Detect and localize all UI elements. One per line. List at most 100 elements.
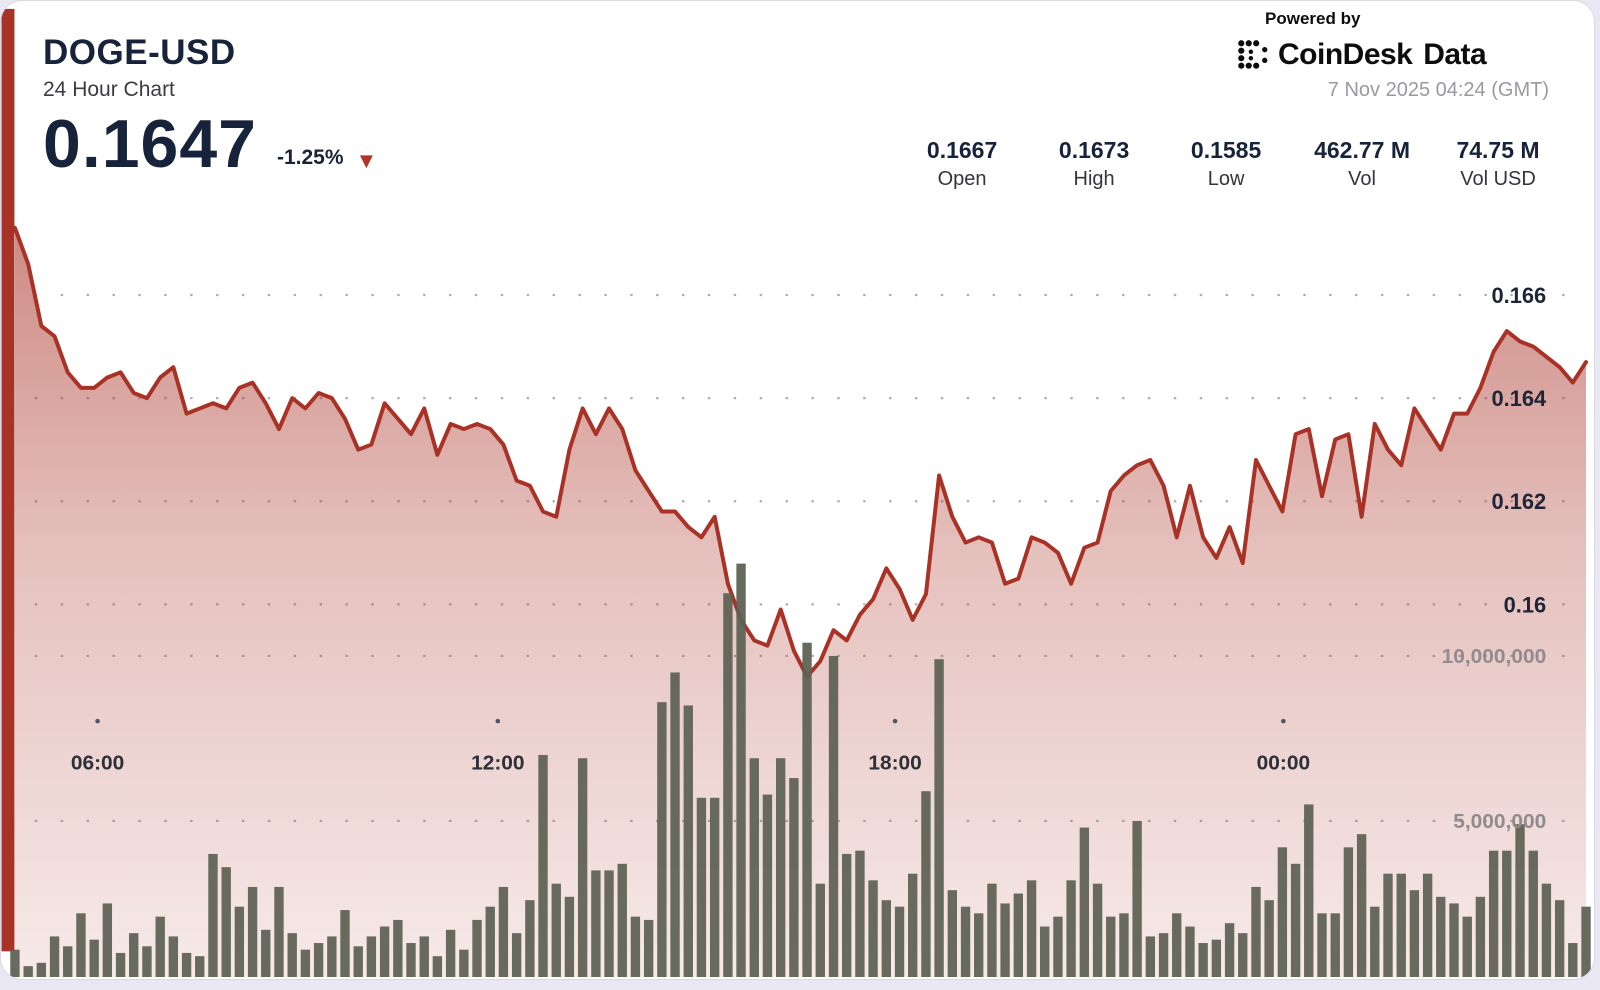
price-area-fill (14, 227, 1587, 978)
volume-bar (287, 933, 297, 978)
volume-bar (1092, 883, 1103, 978)
volume-bar (960, 906, 971, 978)
price-row: 0.1647 -1.25% ▼ (43, 110, 377, 178)
volume-bar (802, 642, 812, 978)
stat-volume-usd-label: Vol USD (1460, 168, 1536, 190)
volume-bar (723, 593, 733, 978)
volume-bar (63, 946, 73, 978)
volume-bar (1475, 896, 1486, 978)
volume-axis-label: 5,000,000 (1453, 810, 1546, 833)
stat-volume-value: 462.77 M (1314, 137, 1410, 163)
volume-bar (1436, 896, 1446, 978)
stat-open: 0.1667 Open (918, 137, 1006, 191)
volume-bar (221, 867, 231, 978)
symbol-title: DOGE-USD (43, 33, 236, 72)
volume-bar (181, 952, 192, 978)
volume-bar (789, 778, 799, 978)
time-axis-label: 06:00 (71, 752, 124, 775)
volume-bar (353, 946, 363, 978)
volume-bar (129, 933, 139, 978)
volume-bar (1528, 850, 1538, 978)
volume-bar (1079, 827, 1090, 978)
volume-bar (1409, 890, 1420, 978)
volume-bar (1356, 834, 1367, 978)
volume-bar (485, 906, 495, 978)
volume-bar (1000, 903, 1010, 978)
volume-bar (49, 936, 60, 978)
volume-bar (696, 797, 707, 978)
volume-bar (1449, 903, 1459, 978)
time-tick-dot (95, 718, 100, 724)
volume-bar (498, 886, 509, 978)
price-axis-label: 0.162 (1491, 489, 1546, 514)
volume-bar (1317, 913, 1327, 978)
volume-bar (366, 936, 377, 978)
volume-bar (855, 850, 865, 978)
volume-bar (89, 939, 99, 978)
stat-high-value: 0.1673 (1058, 137, 1130, 163)
volume-bar (247, 886, 258, 978)
volume-bar (1290, 863, 1301, 978)
volume-bar (1515, 824, 1525, 978)
volume-bar (115, 952, 126, 978)
volume-bar (908, 873, 918, 978)
volume-bar (327, 936, 337, 978)
volume-bar (815, 883, 825, 978)
volume-bar (195, 956, 205, 978)
volume-bar (76, 913, 86, 978)
volume-bar (274, 886, 284, 978)
volume-bar (1277, 847, 1288, 978)
volume-bar (630, 916, 641, 978)
chart-subtitle: 24 Hour Chart (43, 78, 175, 101)
coindesk-logo-icon (1237, 39, 1269, 71)
volume-bar (709, 797, 720, 978)
volume-bar (1066, 880, 1076, 978)
volume-bar (1541, 883, 1552, 978)
volume-bar (1462, 916, 1472, 978)
volume-bar (406, 943, 416, 978)
volume-axis-label: 10,000,000 (1442, 645, 1547, 668)
volume-bar (842, 853, 852, 978)
volume-bar (670, 672, 680, 978)
volume-bar (1343, 847, 1354, 978)
volume-bar (432, 956, 443, 978)
volume-bar (934, 659, 944, 978)
stat-low-value: 0.1585 (1190, 137, 1262, 163)
stat-low-label: Low (1207, 168, 1245, 190)
series-start-strip (1, 8, 15, 952)
volume-bar (23, 966, 33, 978)
volume-bar (591, 870, 601, 978)
branding-block: Powered by CoinDesk Data 7 Nov 2025 04:2… (1237, 9, 1549, 102)
stat-low: 0.1585 Low (1182, 137, 1270, 191)
volume-bar (538, 754, 548, 978)
volume-bar (155, 916, 165, 978)
volume-bar (1264, 900, 1274, 978)
volume-bar (1238, 933, 1248, 978)
volume-bar (472, 919, 482, 978)
volume-bar (1106, 916, 1116, 978)
volume-bar (1172, 913, 1182, 978)
price-down-arrow-icon: ▼ (355, 148, 378, 173)
volume-bar (1053, 916, 1063, 978)
volume-bar (142, 946, 152, 978)
time-axis-label: 12:00 (471, 752, 524, 775)
volume-bar (419, 936, 429, 978)
price-line (12, 225, 1589, 679)
volume-bar (643, 919, 654, 978)
volume-bar (1211, 939, 1222, 978)
volume-bar (445, 929, 456, 978)
volume-bar (36, 962, 47, 978)
volume-bar (1422, 873, 1433, 978)
coindesk-logo[interactable]: CoinDesk Data (1237, 38, 1549, 72)
stat-high-label: High (1073, 168, 1115, 190)
volume-bar (749, 758, 759, 978)
volume-bar (1224, 923, 1235, 978)
volume-bar (1304, 804, 1314, 978)
volume-bar (511, 933, 522, 978)
volume-bar (987, 883, 997, 978)
volume-bar (868, 880, 878, 978)
coindesk-logo-text: CoinDesk Data (1278, 38, 1487, 71)
time-tick-dot (892, 718, 898, 724)
